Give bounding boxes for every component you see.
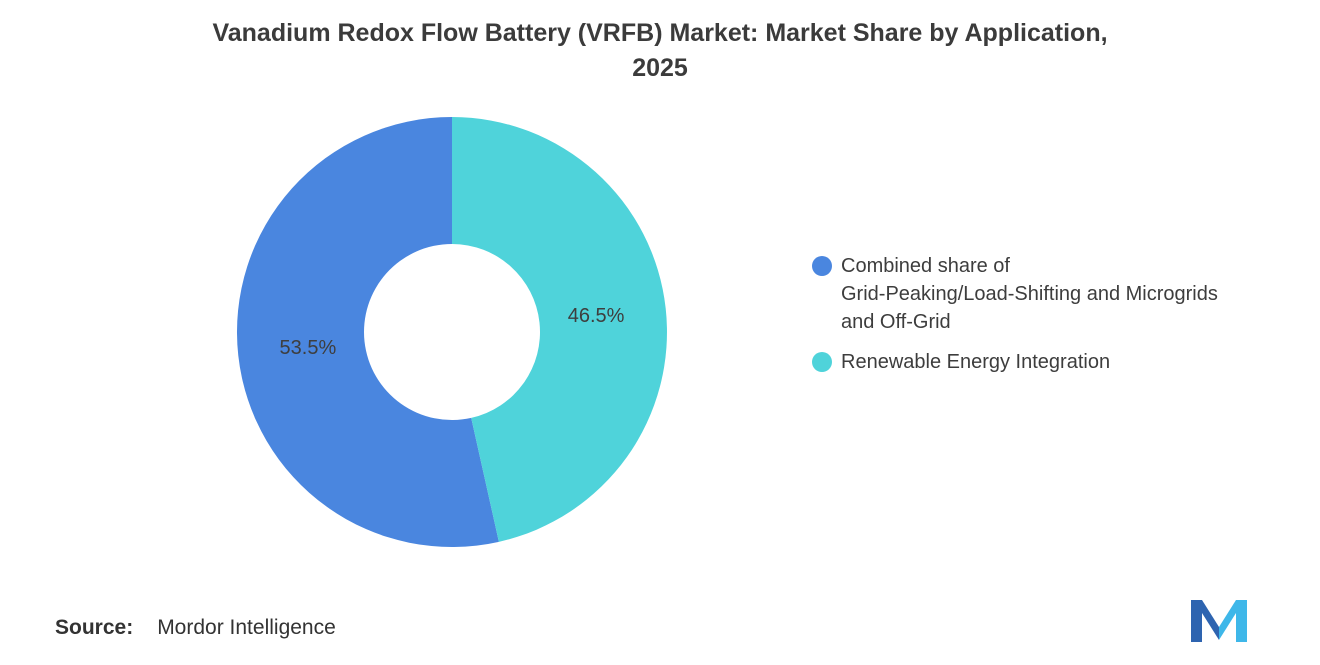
logo-left-diagonal — [1202, 600, 1219, 640]
pie-slice-0[interactable] — [236, 117, 499, 547]
logo-left-bar — [1191, 600, 1202, 642]
slice-percentage-label: 46.5% — [568, 305, 625, 327]
source-label: Source: — [55, 616, 134, 639]
source-line: Source: Mordor Intelligence — [55, 616, 336, 640]
chart-title: Vanadium Redox Flow Battery (VRFB) Marke… — [212, 19, 1108, 82]
logo-right-bar — [1236, 600, 1247, 642]
mordor-intelligence-logo — [1191, 600, 1247, 642]
source-value: Mordor Intelligence — [157, 616, 336, 639]
legend-label: Combined share of Grid-Peaking/Load-Shif… — [841, 255, 1218, 333]
logo-right-diagonal — [1219, 600, 1236, 640]
legend-marker — [812, 256, 832, 276]
slice-percentage-label: 53.5% — [280, 337, 337, 359]
donut-chart: 53.5% 46.5% — [236, 117, 667, 547]
chart-legend: Combined share of Grid-Peaking/Load-Shif… — [812, 252, 1218, 388]
pie-slice-1[interactable] — [452, 117, 667, 542]
legend-item-0[interactable]: Combined share of Grid-Peaking/Load-Shif… — [812, 252, 1218, 336]
legend-label: Renewable Energy Integration — [841, 351, 1111, 373]
legend-marker — [812, 352, 832, 372]
legend-item-1[interactable]: Renewable Energy Integration — [812, 348, 1218, 376]
